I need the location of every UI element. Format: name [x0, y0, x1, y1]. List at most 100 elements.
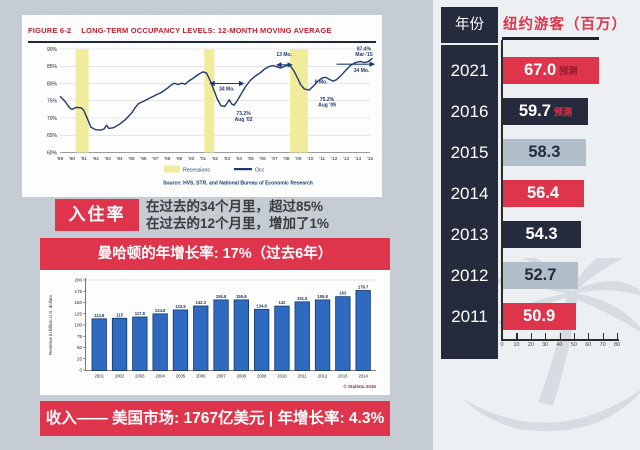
axis-tick-label: 50: [570, 342, 577, 348]
y-tick-label: 70%: [47, 115, 58, 121]
revenue-bar: [294, 301, 310, 371]
legend-occ-label: Occ: [255, 167, 265, 173]
x-tick-label: '92: [93, 156, 100, 162]
x-tick-label: '08: [283, 156, 290, 162]
figure-label: FIGURE 6-2: [28, 26, 72, 35]
chart-annotation: 6 Mo.: [315, 79, 328, 85]
statista-credit: © Statista 2016: [343, 383, 376, 389]
occupancy-series-line: [59, 57, 373, 131]
visitor-year-label: 2014: [450, 184, 489, 203]
y-tick-label: 75%: [47, 98, 58, 104]
occupancy-callout: 在过去的34个月里，超过85% 在过去的12个月里，增加了1%: [146, 198, 329, 232]
bar-year-label: 2011: [298, 374, 308, 379]
bar-year-label: 2004: [155, 374, 165, 379]
y-tick-label: 200: [74, 278, 82, 283]
bar-value-label: 176.7: [358, 284, 369, 289]
axis-tick: [573, 333, 576, 339]
revenue-bar: [335, 296, 351, 371]
occupancy-figure-panel: FIGURE 6-2 LONG-TERM OCCUPANCY LEVELS: 12…: [22, 15, 382, 197]
y-tick-label: 80%: [47, 81, 58, 87]
axis-tick-label: 0: [500, 342, 504, 348]
axis-tick-label: 40: [556, 342, 563, 348]
chart-annotation: 13 Mo.: [276, 52, 292, 58]
legend-recessions-swatch: [164, 165, 180, 172]
axis-baseline: [501, 339, 619, 341]
y-tick-label: 100: [74, 323, 82, 328]
visitor-value-label: 50.9: [523, 307, 556, 325]
visitor-value-bar: 50.9: [502, 303, 576, 330]
year-column-separator: [441, 43, 498, 45]
visitor-value-label: 56.4: [526, 184, 560, 202]
visitor-year-label: 2015: [450, 143, 489, 162]
x-tick-label: '05: [248, 156, 255, 162]
x-tick-label: '15: [367, 156, 374, 162]
y-tick-label: 50: [77, 345, 83, 350]
x-tick-label: '12: [331, 156, 338, 162]
bar-value-label: 155.8: [317, 294, 328, 299]
visitor-value-bar: 58.3: [502, 139, 587, 166]
bar-year-label: 2013: [338, 374, 348, 379]
chart-annotation: 34 Mo.: [354, 68, 370, 74]
bar-year-label: 2005: [176, 374, 186, 379]
year-column: [441, 7, 498, 359]
legend-recessions-label: Recessions: [183, 167, 210, 173]
visitor-year-label: 2011: [451, 307, 488, 326]
y-tick-label: 0: [79, 368, 82, 373]
bar-value-label: 115: [116, 312, 123, 317]
legend-occ-swatch: [234, 167, 252, 170]
axis-tick-label: 10: [513, 342, 520, 348]
x-tick-label: '13: [343, 156, 350, 162]
occupancy-line-chart: 90% 85% 80% 75% 70% 65% 60%'89 '90 '91 '92 '93 '94 '…: [47, 46, 376, 186]
visitor-value-bar: 67.0 预测: [502, 57, 599, 84]
visitors-header: 纽约游客（百万）: [503, 17, 627, 33]
bar-value-label: 117.8: [135, 311, 146, 316]
bar-year-label: 2014: [358, 374, 368, 379]
x-tick-label: '07: [271, 156, 278, 162]
x-tick-label: '10: [307, 156, 314, 162]
occupancy-badge: 入住率: [55, 199, 139, 231]
x-tick-label: '91: [81, 156, 88, 162]
axis-tick: [588, 333, 590, 339]
revenue-bar: [91, 318, 107, 371]
x-tick-label: '14: [355, 156, 362, 162]
chart-annotation: 34 Mo.: [219, 86, 235, 92]
bar-value-label: 155.8: [236, 294, 247, 299]
bar-year-label: 2007: [216, 374, 226, 379]
revenue-bar: [193, 305, 209, 371]
title-underline: [28, 41, 376, 43]
bar-value-label: 133.5: [175, 304, 186, 309]
bar-value-label: 155.8: [216, 294, 227, 299]
x-tick-label: '99: [176, 156, 183, 162]
bar-year-label: 2003: [135, 374, 145, 379]
visitor-value-label: 67.0: [524, 61, 557, 79]
visitor-year-label: 2013: [450, 225, 489, 244]
visitor-value-label: 59.7: [518, 102, 551, 120]
x-tick-label: '93: [105, 156, 112, 162]
x-tick-label: '95: [128, 156, 135, 162]
axis-tick-label: 70: [599, 342, 606, 348]
axis-tick-label: 80: [613, 342, 621, 348]
revenue-bar: [355, 290, 371, 371]
axis-tick: [502, 333, 504, 339]
chart-annotation: Aug '09: [318, 102, 336, 108]
visitor-value-label: 52.7: [524, 266, 557, 284]
x-tick-label: '11: [319, 156, 325, 162]
y-axis-title: Revenue in billion U.S. dollars: [48, 294, 53, 355]
bar-year-label: 2002: [115, 374, 125, 379]
y-tick-label: 65%: [47, 133, 58, 139]
recession-band: [75, 48, 89, 152]
visitor-value-label: 54.3: [525, 225, 558, 243]
us-revenue-panel: 0 25 50 75 100 125 150 175 200 Revenue in billion…: [40, 270, 390, 395]
x-tick-label: '98: [164, 156, 171, 162]
axis-tick: [602, 333, 604, 339]
manhattan-growth-banner: 曼哈顿的年增长率: 17%（过去6年）: [40, 238, 390, 270]
figure-title-row: FIGURE 6-2 LONG-TERM OCCUPANCY LEVELS: 12…: [22, 15, 382, 38]
visitor-value-label: 58.3: [528, 143, 561, 161]
chart-annotation: 87.4%: [357, 46, 372, 52]
bar-year-label: 2008: [237, 374, 247, 379]
occupancy-line2: 在过去的12个月里，增加了1%: [146, 216, 330, 231]
x-tick-label: '01: [200, 156, 207, 162]
y-tick-label: 75: [77, 334, 83, 339]
x-tick-label: '02: [212, 156, 219, 162]
